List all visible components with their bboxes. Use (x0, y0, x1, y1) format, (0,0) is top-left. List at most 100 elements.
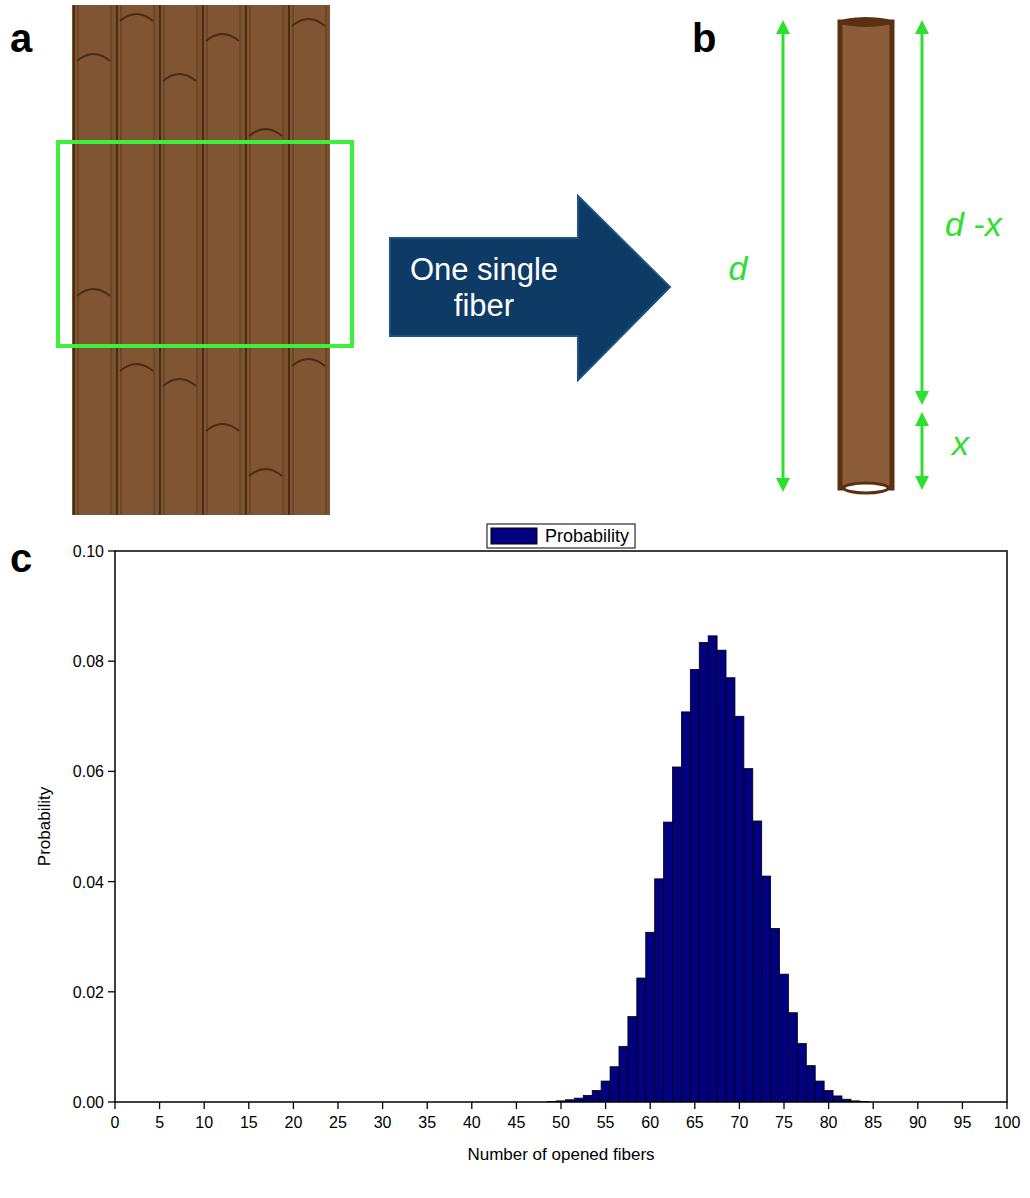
x-tick-label: 5 (155, 1114, 164, 1131)
legend: Probability (487, 524, 635, 548)
arrow-text: One singlefiber (410, 252, 558, 323)
dim-d-x-head (915, 20, 929, 34)
dim-d-x-head (915, 391, 929, 405)
x-tick (516, 1102, 517, 1109)
bar (690, 669, 699, 1102)
plot-frame (115, 551, 1007, 1102)
bar (771, 928, 780, 1102)
fiber (204, 5, 241, 515)
x-tick (248, 1102, 249, 1109)
bar (619, 1046, 628, 1102)
bar (610, 1067, 619, 1102)
legend-swatch (491, 528, 537, 544)
x-tick (382, 1102, 383, 1109)
bar (824, 1090, 833, 1102)
bar (708, 636, 717, 1102)
fiber-joint (249, 129, 282, 136)
fiber-joint (77, 289, 110, 296)
x-tick (1006, 1102, 1007, 1109)
bar (735, 716, 744, 1102)
y-tick-label: 0.02 (73, 984, 104, 1001)
x-tick (783, 1102, 784, 1109)
x-tick (204, 1102, 205, 1109)
panel-letter: a (10, 16, 33, 60)
fiber-joint (163, 74, 196, 81)
figure: One singlefiberdd -xxabc0510152025303540… (0, 0, 1030, 1198)
bar (681, 712, 690, 1102)
fiber-edge (240, 5, 241, 515)
dimension-label: d (729, 249, 749, 287)
x-tick-label: 55 (597, 1114, 615, 1131)
fiber-edge (121, 5, 122, 515)
x-tick (471, 1102, 472, 1109)
fiber-joint (120, 14, 153, 21)
bar (628, 1017, 637, 1102)
bar (815, 1081, 824, 1102)
arrow-text-line: One single (410, 252, 558, 287)
fiber-edge (250, 5, 251, 515)
panel-letter: c (10, 536, 32, 580)
y-tick (108, 991, 115, 992)
dim-x (921, 422, 924, 480)
fiber-joint (163, 379, 196, 386)
fiber-edge (326, 5, 327, 515)
dimension-label: d -x (945, 205, 1003, 243)
fiber (118, 5, 155, 515)
fiber-edge (202, 5, 204, 515)
dim-x-head (915, 476, 929, 490)
x-tick (114, 1102, 115, 1109)
x-tick (739, 1102, 740, 1109)
y-tick-label: 0.04 (73, 874, 104, 891)
bar (664, 822, 673, 1102)
dim-d-head (776, 20, 790, 34)
fiber-edge (288, 5, 290, 515)
bar (806, 1066, 815, 1102)
arrow-text-line: fiber (454, 288, 514, 323)
bar (601, 1081, 610, 1102)
x-tick-label: 35 (418, 1114, 436, 1131)
x-tick (293, 1102, 294, 1109)
dim-x-head (915, 412, 929, 426)
x-tick-label: 15 (240, 1114, 258, 1131)
arrow: One singlefiber (390, 196, 670, 380)
dimension-label: x (950, 424, 970, 462)
dim-d-head (776, 478, 790, 492)
x-tick-label: 40 (463, 1114, 481, 1131)
x-tick (337, 1102, 338, 1109)
x-tick (828, 1102, 829, 1109)
fiber-edge (159, 5, 161, 515)
legend-label: Probability (545, 526, 629, 546)
y-tick-label: 0.06 (73, 763, 104, 780)
bar (753, 821, 762, 1102)
x-tick (873, 1102, 874, 1109)
fiber-edge (154, 5, 155, 515)
x-tick (917, 1102, 918, 1109)
x-tick-label: 30 (374, 1114, 392, 1131)
fiber-tube (840, 22, 892, 488)
x-tick (605, 1102, 606, 1109)
x-tick-label: 100 (994, 1114, 1021, 1131)
fiber (247, 5, 284, 515)
panel-letter: b (692, 16, 716, 60)
y-tick (108, 661, 115, 662)
bar (788, 1013, 797, 1102)
x-tick-label: 25 (329, 1114, 347, 1131)
y-tick (108, 881, 115, 882)
bar (717, 650, 726, 1102)
fiber-joint (206, 34, 239, 41)
x-tick-label: 90 (909, 1114, 927, 1131)
dim-d-x (921, 30, 924, 395)
fiber (161, 5, 198, 515)
bar (744, 769, 753, 1102)
fiber-edge (283, 5, 284, 515)
bundle-bg (72, 5, 330, 515)
fiber-edge (116, 5, 118, 515)
dim-d (782, 30, 785, 482)
fiber-joint (292, 19, 325, 26)
x-tick-label: 45 (508, 1114, 526, 1131)
single-fiber: d d -x x (729, 17, 1003, 493)
bar (762, 876, 771, 1102)
bar (797, 1044, 806, 1102)
fiber-edge (245, 5, 247, 515)
bars (548, 636, 869, 1102)
